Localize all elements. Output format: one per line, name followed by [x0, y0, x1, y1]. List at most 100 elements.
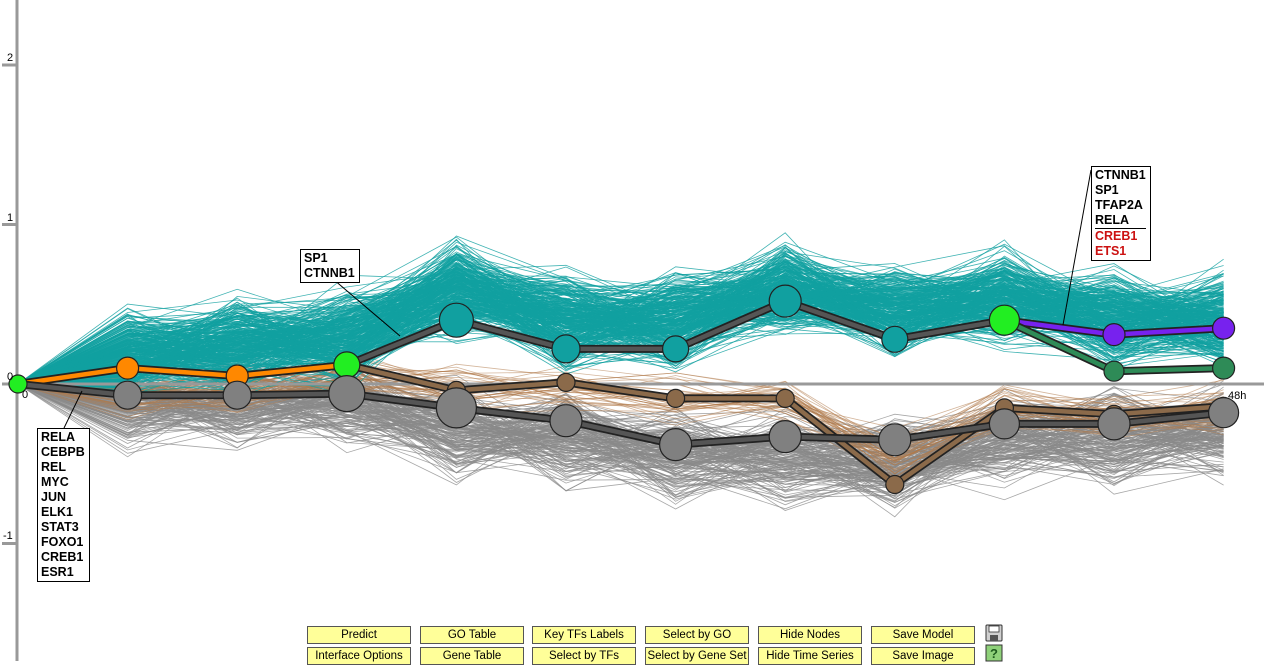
predict-button[interactable]: Predict	[307, 626, 411, 644]
model-node[interactable]	[878, 423, 912, 457]
background-series-line	[17, 287, 1224, 385]
background-series-line	[17, 380, 1224, 455]
model-node[interactable]	[988, 408, 1021, 440]
select-by-tfs-button[interactable]: Select by TFs	[532, 647, 636, 665]
key-tfs-labels-button[interactable]: Key TFs Labels	[532, 626, 636, 644]
save-model-button[interactable]: Save Model	[871, 626, 975, 644]
tf-label-box-left[interactable]: RELA CEBPB REL MYC JUN ELK1 STAT3 FOXO1 …	[37, 428, 90, 582]
tf-label-box-mid[interactable]: SP1 CTNNB1	[300, 249, 360, 283]
select-by-go-button[interactable]: Select by GO	[645, 626, 749, 644]
model-node[interactable]	[881, 325, 909, 353]
background-series-line	[17, 383, 1224, 484]
model-node[interactable]	[1211, 356, 1236, 380]
floppy-disk-icon[interactable]	[985, 624, 1003, 642]
tf-label-repressor: ETS1	[1095, 244, 1127, 258]
model-node[interactable]	[661, 335, 690, 363]
gene-table-button[interactable]: Gene Table	[420, 647, 524, 665]
model-node[interactable]	[8, 374, 28, 394]
tf-label: CTNNB1	[1095, 168, 1146, 182]
tf-label: CTNNB1	[304, 266, 355, 280]
hide-time-series-button[interactable]: Hide Time Series	[758, 647, 862, 665]
model-node[interactable]	[222, 380, 252, 410]
tf-label-repressor: CREB1	[1095, 229, 1138, 243]
help-question-mark-icon[interactable]: ?	[985, 644, 1003, 662]
label-leader-lines	[63, 169, 1092, 429]
svg-text:?: ?	[990, 646, 998, 661]
model-node[interactable]	[768, 284, 802, 318]
background-series-line	[17, 383, 1224, 495]
model-node[interactable]	[775, 388, 795, 408]
background-series-line	[17, 383, 1224, 490]
tf-label: RELA	[1095, 213, 1130, 227]
model-nodes[interactable]	[8, 284, 1240, 495]
tf-label: RELA	[41, 430, 76, 444]
model-node[interactable]	[1211, 316, 1236, 340]
tf-label: STAT3	[41, 520, 79, 534]
y-tick-label-2: 2	[7, 52, 14, 64]
model-node[interactable]	[885, 474, 905, 495]
y-tick-label-0: 0	[7, 371, 14, 383]
background-series-line	[17, 276, 1224, 392]
background-series-line	[17, 265, 1224, 385]
model-node[interactable]	[1097, 407, 1131, 441]
background-series-line	[17, 294, 1224, 385]
model-node[interactable]	[658, 428, 693, 462]
tf-label: SP1	[304, 251, 328, 265]
tf-label: ESR1	[41, 565, 74, 579]
background-series-line	[17, 285, 1224, 385]
background-series-line	[17, 282, 1224, 392]
tf-label: SP1	[1095, 183, 1119, 197]
leader-line-mid	[332, 278, 401, 337]
background-series-line	[17, 282, 1224, 385]
lower-gray-line	[17, 381, 1224, 447]
model-node[interactable]	[1102, 323, 1126, 347]
model-node[interactable]	[551, 334, 581, 364]
background-series-line	[17, 285, 1224, 385]
model-node[interactable]	[665, 388, 686, 408]
model-node[interactable]	[438, 302, 474, 338]
background-series-line	[17, 282, 1224, 385]
leader-line-right	[1062, 169, 1092, 326]
background-series-line	[17, 383, 1224, 496]
model-node[interactable]	[328, 375, 366, 413]
background-series-line	[17, 281, 1224, 385]
background-series-line	[17, 261, 1224, 385]
model-node[interactable]	[556, 372, 576, 392]
model-node[interactable]	[1103, 360, 1125, 382]
model-node[interactable]	[435, 387, 477, 429]
background-series-line	[17, 267, 1224, 385]
background-series-line	[17, 262, 1224, 385]
model-node[interactable]	[115, 356, 140, 380]
tf-label: FOXO1	[41, 535, 84, 549]
model-node[interactable]	[1207, 397, 1240, 429]
tf-label: REL	[41, 460, 66, 474]
select-by-gene-set-button[interactable]: Select by Gene Set	[645, 647, 749, 665]
model-paths	[17, 297, 1225, 489]
model-node[interactable]	[988, 304, 1021, 336]
go-table-button[interactable]: GO Table	[420, 626, 524, 644]
background-series-line	[17, 373, 1224, 442]
y-tick-label-neg1: -1	[3, 530, 13, 542]
model-node[interactable]	[549, 404, 583, 438]
model-node[interactable]	[333, 351, 361, 379]
tf-label: ELK1	[41, 505, 73, 519]
tf-label-box-right[interactable]: CTNNB1 SP1 TFAP2A RELA CREB1 ETS1	[1091, 166, 1151, 261]
tf-label: TFAP2A	[1095, 198, 1143, 212]
model-node[interactable]	[112, 380, 143, 410]
tf-label: JUN	[41, 490, 67, 504]
background-series-line	[17, 380, 1224, 481]
hide-nodes-button[interactable]: Hide Nodes	[758, 626, 862, 644]
tf-label: CEBPB	[41, 445, 85, 459]
save-image-button[interactable]: Save Image	[871, 647, 975, 665]
background-series-line	[17, 374, 1224, 481]
x-end-label: 48h	[1228, 390, 1247, 402]
background-series-line	[17, 383, 1224, 463]
leader-line-left	[63, 390, 83, 429]
tf-label: MYC	[41, 475, 69, 489]
model-node[interactable]	[768, 420, 802, 454]
interface-options-button[interactable]: Interface Options	[307, 647, 411, 665]
background-series-line	[17, 363, 1224, 493]
x-start-label: 0	[22, 389, 29, 401]
background-series-line	[17, 267, 1224, 385]
